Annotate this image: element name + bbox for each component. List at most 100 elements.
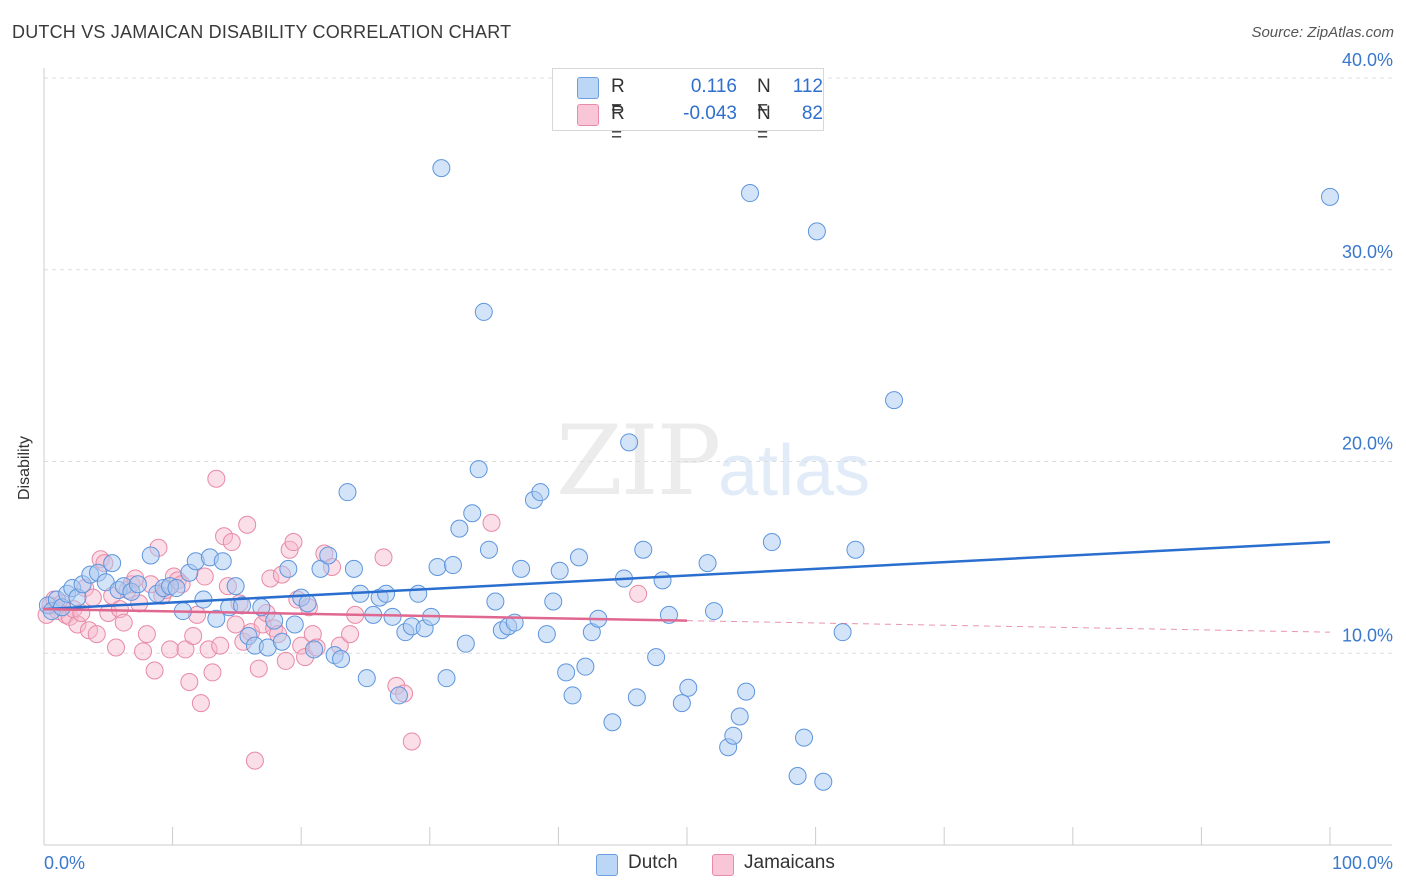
dutch-point — [279, 559, 298, 578]
jamaicans-point — [276, 651, 295, 670]
jamaicans-point — [482, 513, 501, 532]
dutch-n-value: 112 — [792, 76, 823, 97]
jamaicans-point — [107, 638, 126, 657]
jamaicans-point — [68, 615, 87, 634]
y-tick-label: 40.0% — [1342, 50, 1393, 70]
jamaicans-point — [284, 533, 303, 552]
dutch-r-label: R = — [611, 76, 625, 119]
grid-lines — [44, 77, 1392, 654]
chart-title: DUTCH VS JAMAICAN DISABILITY CORRELATION… — [12, 22, 512, 42]
dutch-point — [311, 559, 330, 578]
jamaicans-n-label: N = — [757, 103, 771, 146]
dutch-point — [213, 552, 232, 571]
jamaicans-r-label: R = — [611, 103, 625, 146]
dutch-point — [428, 557, 447, 576]
jamaicans-point — [207, 469, 226, 488]
dutch-point — [544, 592, 563, 611]
dutch-point — [383, 607, 402, 626]
jamaicans-point — [226, 615, 245, 634]
dutch-point — [463, 504, 482, 523]
dutch-point — [207, 609, 226, 628]
dutch-point — [272, 632, 291, 651]
jamaicans-point — [134, 642, 153, 661]
jamaicans-point — [222, 533, 241, 552]
dutch-point — [647, 648, 666, 667]
trend-lines — [43, 540, 1331, 633]
y-tick-label: 30.0% — [1342, 242, 1393, 262]
dutch-point — [603, 713, 622, 732]
dutch-point — [576, 657, 595, 676]
dutch-point — [807, 222, 826, 241]
dutch-point — [788, 766, 807, 785]
jamaicans-point — [261, 569, 280, 588]
dutch-point — [486, 592, 505, 611]
dutch-point — [285, 615, 304, 634]
jamaicans-point — [203, 663, 222, 682]
watermark-atlas: atlas — [718, 431, 871, 511]
dutch-point — [450, 519, 469, 538]
jamaicans-trend-line — [43, 607, 688, 622]
dutch-point — [432, 159, 451, 178]
jamaicans-points — [37, 469, 648, 770]
dutch-point — [698, 554, 717, 573]
jamaicans-point — [211, 636, 230, 655]
tick-labels: 10.0% 20.0% 30.0% 40.0% 0.0% 100.0% — [44, 50, 1393, 873]
dutch-point — [265, 611, 284, 630]
dutch-point — [456, 634, 475, 653]
jamaicans-point — [402, 732, 421, 751]
dutch-point — [298, 594, 317, 613]
x-tick-label-min: 0.0% — [44, 853, 85, 873]
jamaicans-point — [99, 603, 118, 622]
dutch-point — [762, 533, 781, 552]
dutch-point — [653, 571, 672, 590]
jamaicans-point — [114, 613, 133, 632]
jamaicans-swatch — [577, 104, 599, 126]
dutch-point — [305, 640, 324, 659]
dutch-r-value: 0.116 — [690, 76, 737, 97]
dutch-point — [724, 726, 743, 745]
dutch-point — [563, 686, 582, 705]
dutch-point — [344, 559, 363, 578]
dutch-point — [846, 540, 865, 559]
dutch-point — [885, 391, 904, 410]
dutch-point — [338, 483, 357, 502]
jamaicans-point — [176, 640, 195, 659]
jamaicans-point — [184, 626, 203, 645]
jamaicans-point — [161, 640, 180, 659]
dutch-point — [569, 548, 588, 567]
dutch-point — [389, 686, 408, 705]
dutch-point — [141, 546, 160, 565]
axes — [43, 68, 1392, 846]
dutch-point — [814, 772, 833, 791]
dutch-point — [1321, 187, 1339, 206]
dutch-point — [550, 561, 569, 580]
dutch-point — [537, 625, 556, 644]
dutch-point — [443, 556, 462, 575]
y-tick-label: 20.0% — [1342, 434, 1393, 454]
dutch-point — [103, 554, 122, 573]
dutch-point — [226, 577, 245, 596]
jamaicans-legend-label: Jamaicans — [744, 852, 835, 873]
jamaicans-point — [374, 548, 393, 567]
dutch-point — [730, 707, 749, 726]
jamaicans-point — [191, 694, 210, 713]
dutch-point — [679, 678, 698, 697]
correlation-legend: R = 0.116 N = 112 R = -0.043 N = 82 — [552, 68, 824, 146]
dutch-point — [705, 602, 724, 621]
jamaicans-point — [137, 625, 156, 644]
dutch-point — [531, 483, 550, 502]
dutch-point — [634, 540, 653, 559]
jamaicans-point — [145, 661, 164, 680]
dutch-point — [319, 546, 338, 565]
dutch-trend-line — [43, 540, 1331, 611]
dutch-swatch — [577, 77, 599, 99]
dutch-point — [512, 559, 531, 578]
jamaicans-point — [249, 659, 268, 678]
source-label[interactable]: Source: ZipAtlas.com — [1251, 24, 1394, 41]
dutch-point — [672, 694, 691, 713]
dutch-point — [469, 460, 488, 479]
dutch-point — [557, 663, 576, 682]
jamaicans-point — [195, 567, 214, 586]
jamaicans-point — [245, 751, 264, 770]
